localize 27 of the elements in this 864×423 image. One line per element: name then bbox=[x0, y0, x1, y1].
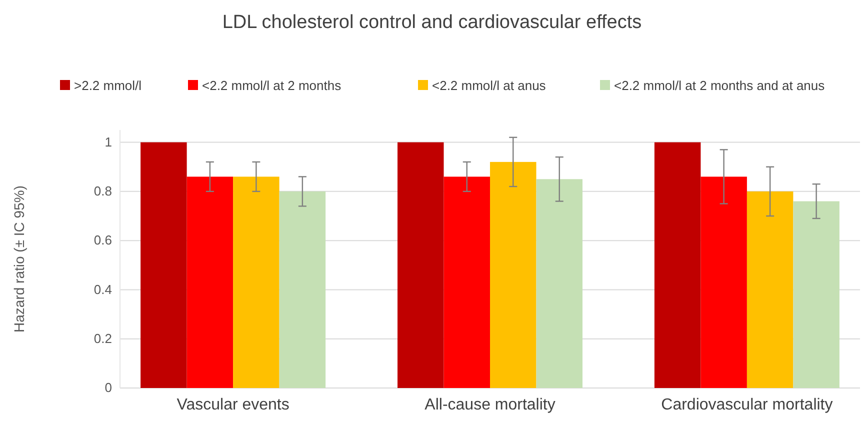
bar bbox=[398, 142, 444, 388]
y-tick-label: 0.2 bbox=[94, 331, 112, 346]
legend-label: <2.2 mmol/l at anus bbox=[432, 78, 546, 93]
bar bbox=[279, 191, 326, 388]
x-tick-label: Cardiovascular mortality bbox=[661, 396, 833, 414]
bar bbox=[490, 162, 536, 388]
bar bbox=[746, 191, 794, 388]
bar bbox=[536, 179, 582, 388]
bar bbox=[140, 142, 187, 388]
y-axis-title: Hazard ratio (± IC 95%) bbox=[11, 186, 27, 332]
y-tick-label: 0.6 bbox=[94, 232, 112, 248]
x-tick-label: Vascular events bbox=[176, 396, 290, 414]
bar bbox=[444, 176, 490, 388]
y-tick-label: 0.4 bbox=[94, 282, 112, 297]
bar bbox=[233, 176, 280, 388]
legend-label: <2.2 mmol/l at 2 months and at anus bbox=[614, 78, 826, 93]
y-tick-label: 1 bbox=[104, 134, 112, 150]
legend-label: <2.2 mmol/l at 2 months bbox=[202, 78, 342, 93]
bar bbox=[186, 176, 234, 388]
x-tick-label: All-cause mortality bbox=[424, 396, 556, 414]
bar bbox=[793, 201, 840, 388]
bar bbox=[654, 142, 701, 388]
legend-label: >2.2 mmol/l bbox=[74, 78, 142, 93]
y-tick-label: 0.8 bbox=[94, 184, 112, 199]
bar bbox=[700, 176, 747, 388]
y-tick-label: 0 bbox=[104, 380, 112, 396]
chart-title: LDL cholesterol control and cardiovascular effects bbox=[222, 12, 642, 33]
